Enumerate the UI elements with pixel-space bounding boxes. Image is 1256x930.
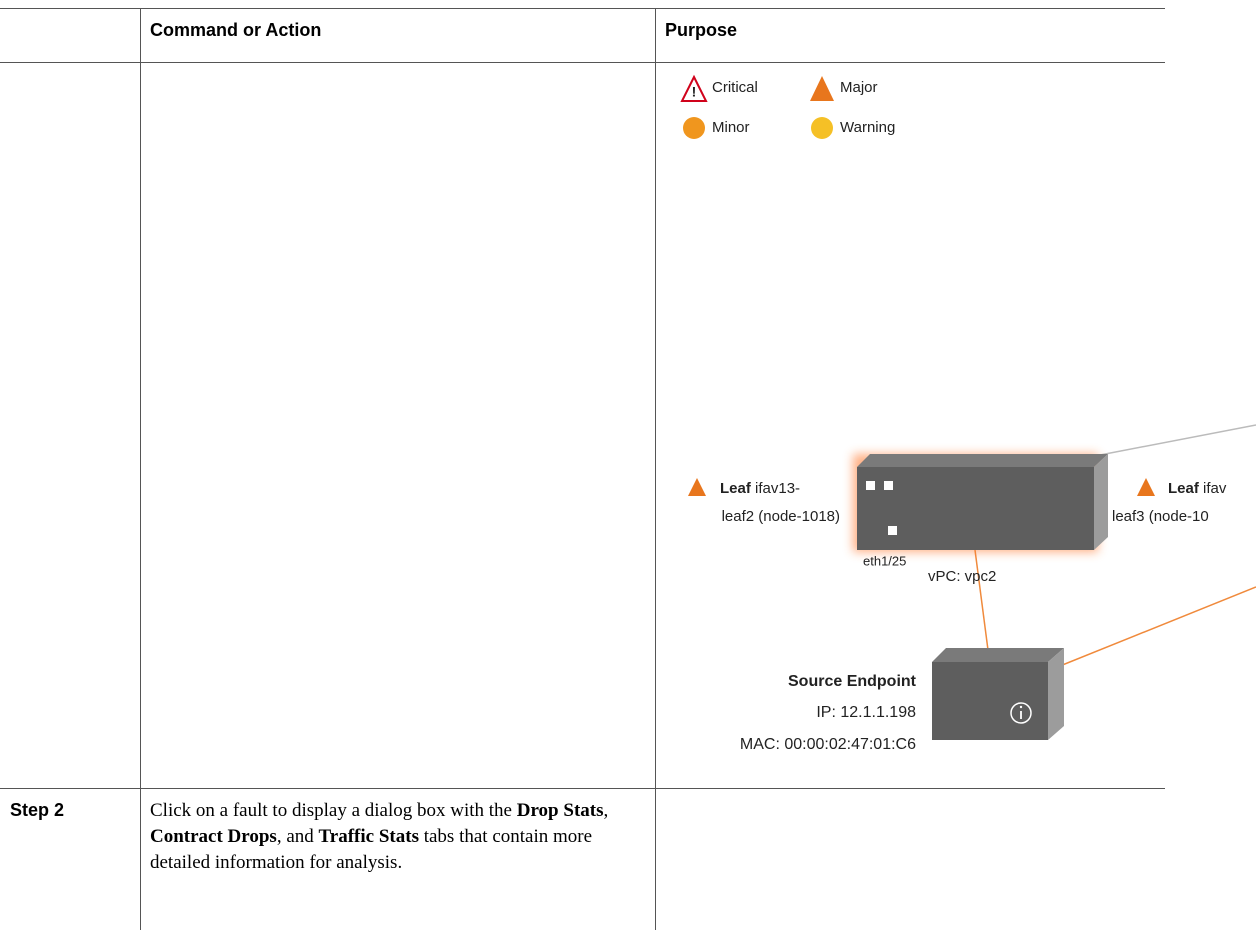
- bold-term: Traffic Stats: [318, 826, 419, 847]
- leaf-label: Leaf ifav: [1168, 480, 1227, 497]
- info-icon: [1010, 702, 1032, 724]
- legend-label: Major: [840, 79, 878, 96]
- endpoint-top: [932, 648, 1064, 662]
- text-run: , and: [276, 826, 319, 847]
- port: [866, 481, 875, 490]
- text-run: tabs that contain more detailed informat…: [150, 826, 593, 873]
- endpoint-title: Source Endpoint: [788, 673, 917, 690]
- topology-screenshot: ! Critical Major Minor Warning Leaf ifav…: [680, 74, 1256, 753]
- info-icon: [1019, 705, 1023, 709]
- leaf-kind: Leaf: [1168, 480, 1200, 497]
- text-run: Click on a fault to display a dialog box…: [150, 800, 517, 821]
- link: [1044, 586, 1256, 673]
- step-label: Step 2: [10, 800, 65, 820]
- leaf-label: Leaf ifav13-: [720, 480, 800, 497]
- leaf-detail: leaf2 (node-1018): [722, 508, 840, 525]
- endpoint-side: [1048, 648, 1064, 740]
- bold-term: Contract Drops: [150, 826, 277, 847]
- rule: [0, 62, 1165, 63]
- rule: [0, 788, 1165, 789]
- major-icon: [1137, 478, 1155, 496]
- legend-label: Warning: [840, 119, 895, 136]
- step-command: Click on a fault to display a dialog box…: [150, 798, 650, 876]
- leaf-kind: Leaf: [720, 480, 752, 497]
- legend-label: Critical: [712, 79, 758, 96]
- endpoint-ip: IP: 12.1.1.198: [816, 704, 916, 721]
- endpoint-mac: MAC: 00:00:02:47:01:C6: [740, 736, 916, 753]
- port: [884, 481, 893, 490]
- switch-side: [1094, 454, 1108, 550]
- link: [974, 549, 989, 651]
- port-label: eth1/25: [863, 553, 906, 568]
- column-header: Command or Action: [150, 20, 322, 40]
- leaf-name: ifav: [1203, 480, 1227, 497]
- major-icon: [688, 478, 706, 496]
- vpc-label: vPC: vpc2: [928, 568, 996, 585]
- leaf-detail: leaf3 (node-10: [1112, 508, 1209, 525]
- critical-icon: [680, 74, 708, 102]
- legend-label: Minor: [712, 119, 750, 136]
- minor-icon: [683, 117, 705, 139]
- rule: [140, 8, 141, 930]
- endpoint-front: [932, 662, 1048, 740]
- switch-front: [857, 467, 1094, 550]
- column-header: Purpose: [665, 20, 738, 40]
- icon-glyph: !: [692, 84, 697, 100]
- port: [888, 526, 897, 535]
- rule: [655, 8, 656, 930]
- bold-term: Drop Stats: [516, 800, 604, 821]
- switch-top: [857, 454, 1108, 467]
- text-run: ,: [603, 800, 609, 821]
- major-icon: [810, 76, 834, 101]
- rule: [0, 8, 1165, 9]
- leaf-name: ifav13-: [755, 480, 800, 497]
- warning-icon: [811, 117, 833, 139]
- link: [1099, 424, 1256, 456]
